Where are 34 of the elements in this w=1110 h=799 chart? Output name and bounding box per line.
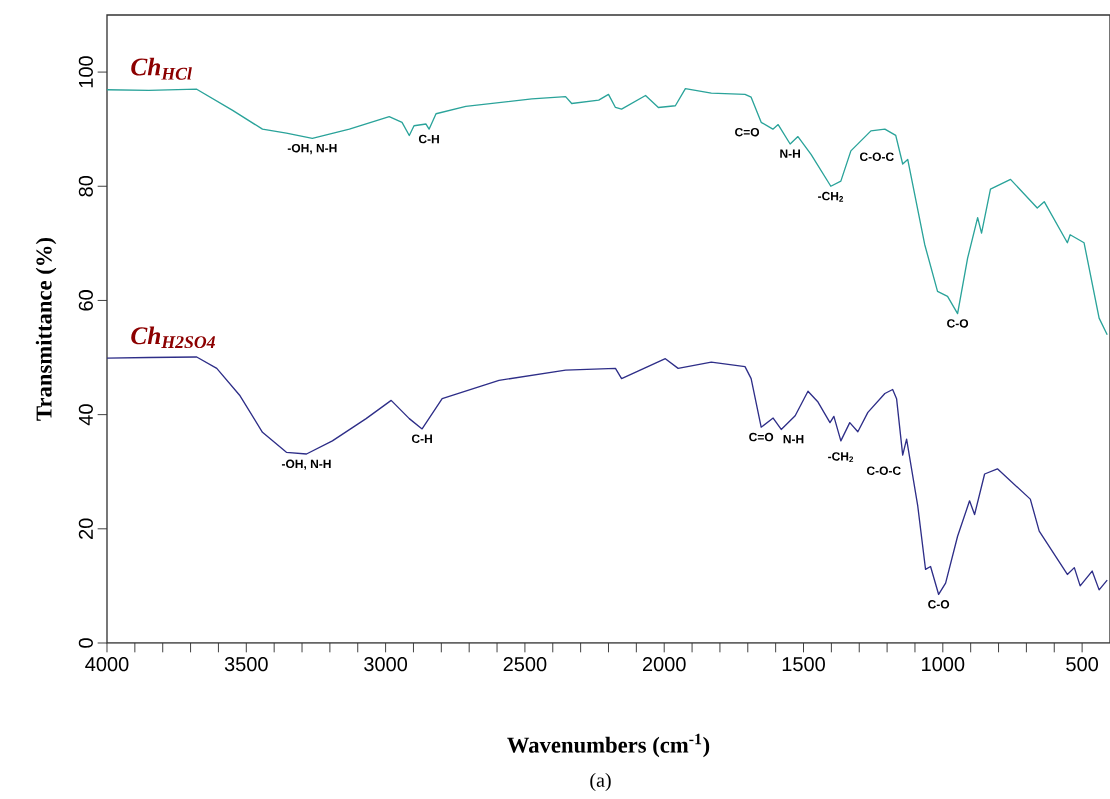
x-axis-title: Wavenumbers (cm$^{-1}$) [507,733,710,758]
annotation: N-H [780,149,800,158]
x-tick-label: 3500 [224,657,268,672]
line-series [107,356,1108,596]
y-tick-label: 0 [78,638,93,648]
x-tick-label: 2000 [642,657,686,672]
annotation: C=O [749,432,774,442]
annotation: -OH, N-H [287,143,337,155]
annotation: C=O [735,127,760,137]
annotation: C-H [411,434,432,443]
series-label: Ch$_{H2SO4}$ [131,326,216,349]
annotation: -OH, N-H [281,459,331,470]
x-tick-label: 2500 [503,657,547,672]
y-axis-title: Transmittance (%) [35,238,57,421]
y-tick-label: 20 [78,518,93,539]
x-tick-label: 500 [1066,657,1099,672]
x-tick-label: 3000 [364,657,408,672]
annotation: C-O [928,600,950,609]
x-tick-label: 1000 [922,657,965,672]
y-tick-label: 60 [78,290,93,311]
y-tick-label: 40 [78,404,93,426]
x-tick-label: 4000 [85,657,129,672]
x-tick-label: 1500 [782,657,825,672]
annotation: N-H [783,435,804,444]
text: (a) [590,772,611,792]
annotation: C-O-C [866,466,901,475]
annotation: -CH$_{2}$ [828,452,854,463]
annotation: -CH$_{2}$ [818,191,844,202]
annotation: C-O [947,319,969,328]
annotation: C-H [418,134,439,144]
y-tick-label: 100 [78,56,93,88]
series-label: Ch$_{HCl}$ [131,57,192,80]
annotation: C-O-C [859,152,894,162]
y-tick-label: 80 [78,175,93,197]
